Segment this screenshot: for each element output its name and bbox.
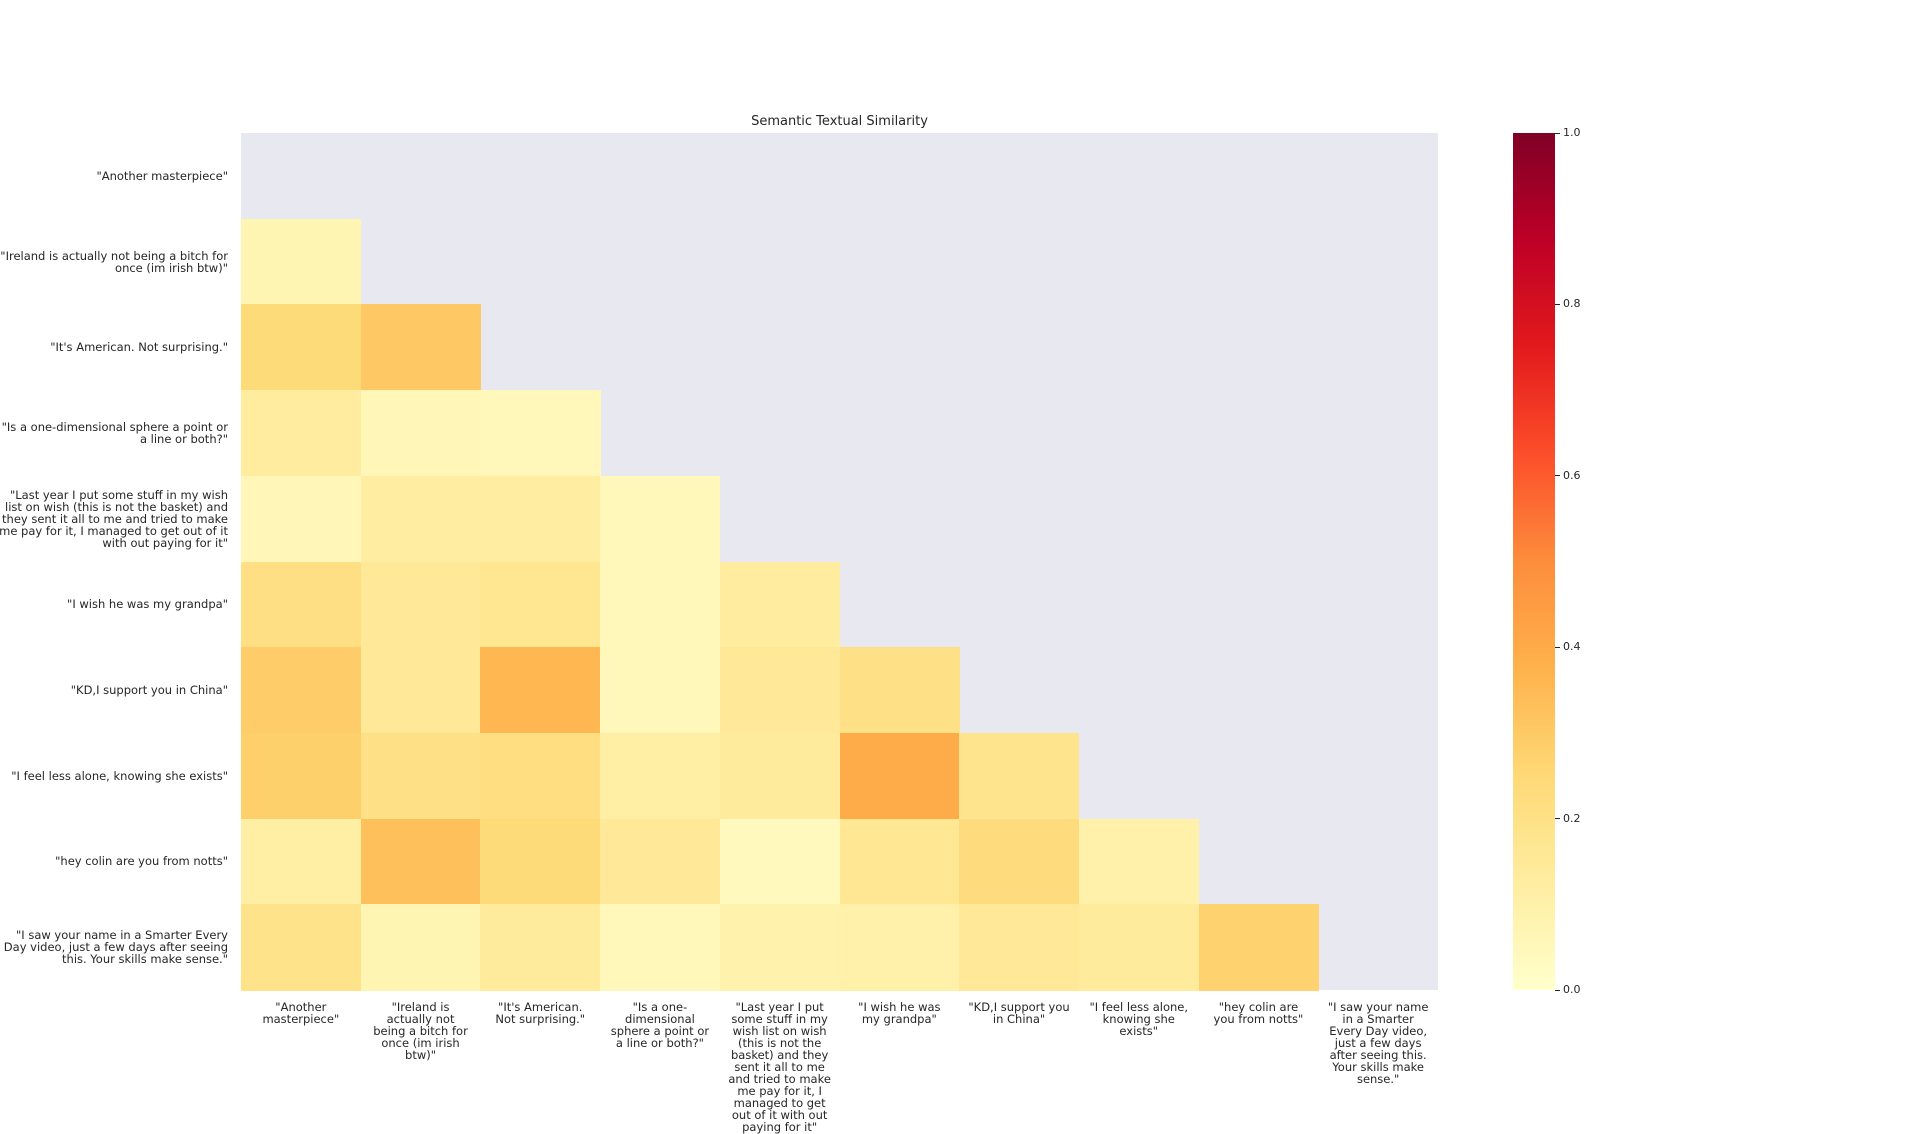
cell-r5-c0 bbox=[241, 561, 362, 648]
cell-r7-c6 bbox=[959, 732, 1080, 820]
colorbar-tick-3 bbox=[1555, 475, 1560, 477]
cell-r3-c2 bbox=[480, 390, 601, 477]
y-tick-label-7: "I feel less alone, knowing she exists" bbox=[11, 768, 228, 783]
cell-r7-c1 bbox=[360, 732, 481, 820]
colorbar-tick-4 bbox=[1555, 303, 1560, 305]
cell-r5-c1 bbox=[360, 561, 481, 648]
cell-r8-c4 bbox=[719, 818, 841, 905]
cell-r9-c4 bbox=[719, 904, 841, 991]
cell-r9-c2 bbox=[480, 904, 601, 991]
colorbar-tick-label-1: 0.2 bbox=[1563, 811, 1581, 825]
chart-title: Semantic Textual Similarity bbox=[751, 114, 928, 129]
cell-r8-c3 bbox=[600, 818, 721, 905]
x-tick-label-0: "Another masterpiece" bbox=[262, 1000, 340, 1026]
y-tick-label-1: "Ireland is actually not being a bitch f… bbox=[0, 248, 228, 275]
x-tick-label-2: "It's American. Not surprising." bbox=[495, 1000, 586, 1026]
cell-r5-c2 bbox=[480, 561, 601, 648]
cell-r9-c3 bbox=[600, 904, 721, 991]
cell-r6-c4 bbox=[719, 647, 841, 734]
cell-r4-c2 bbox=[480, 475, 601, 563]
colorbar-tick-label-4: 0.8 bbox=[1563, 297, 1581, 311]
cell-r7-c3 bbox=[600, 732, 721, 820]
colorbar-tick-label-5: 1.0 bbox=[1563, 126, 1581, 139]
cell-r1-c0 bbox=[241, 218, 362, 305]
colorbar-tick-label-0: 0.0 bbox=[1563, 983, 1581, 996]
y-tick-label-3: "Is a one-dimensional sphere a point or … bbox=[1, 419, 228, 446]
cell-r6-c1 bbox=[360, 647, 481, 734]
cell-r9-c6 bbox=[959, 904, 1080, 991]
cell-r6-c5 bbox=[839, 647, 960, 734]
y-tick-label-0: "Another masterpiece" bbox=[96, 168, 228, 183]
cell-r8-c2 bbox=[480, 818, 601, 905]
cell-r3-c0 bbox=[241, 390, 362, 477]
colorbar-tick-label-3: 0.6 bbox=[1563, 468, 1581, 482]
cell-r8-c7 bbox=[1078, 818, 1200, 905]
cell-r7-c0 bbox=[241, 732, 362, 820]
cell-r7-c4 bbox=[719, 732, 841, 820]
cell-r8-c5 bbox=[839, 818, 960, 905]
colorbar-tick-5 bbox=[1555, 132, 1560, 134]
colorbar-tick-0 bbox=[1555, 989, 1560, 991]
y-tick-label-4: "Last year I put some stuff in my wish l… bbox=[0, 487, 228, 550]
cell-r6-c0 bbox=[241, 647, 362, 734]
y-tick-label-2: "It's American. Not surprising." bbox=[50, 340, 228, 355]
cell-r5-c3 bbox=[600, 561, 721, 648]
cell-r2-c1 bbox=[360, 304, 481, 391]
heatmap-figure: Semantic Textual Similarity "Another mas… bbox=[0, 114, 1581, 1133]
x-tick-label-6: "KD,I support you in China" bbox=[968, 1000, 1070, 1026]
cell-r2-c0 bbox=[241, 304, 362, 391]
x-tick-label-1: "Ireland is actually not being a bitch f… bbox=[373, 1000, 468, 1062]
x-tick-label-5: "I wish he was my grandpa" bbox=[858, 1000, 941, 1026]
cell-r4-c0 bbox=[241, 475, 362, 563]
colorbar bbox=[1513, 133, 1555, 990]
cell-r9-c7 bbox=[1078, 904, 1200, 991]
y-tick-label-6: "KD,I support you in China" bbox=[70, 683, 228, 698]
y-tick-label-9: "I saw your name in a Smarter Every Day … bbox=[3, 928, 228, 967]
y-tick-label-5: "I wish he was my grandpa" bbox=[67, 597, 228, 612]
x-tick-label-7: "I feel less alone, knowing she exists" bbox=[1089, 1000, 1189, 1038]
cell-r4-c1 bbox=[360, 475, 481, 563]
cell-r9-c8 bbox=[1198, 904, 1319, 991]
cell-r6-c3 bbox=[600, 647, 721, 734]
colorbar-tick-2 bbox=[1555, 646, 1560, 648]
cell-r9-c1 bbox=[360, 904, 481, 991]
x-tick-label-9: "I saw your name in a Smarter Every Day … bbox=[1327, 1000, 1429, 1086]
cell-r7-c5 bbox=[839, 732, 960, 820]
colorbar-tick-1 bbox=[1555, 818, 1560, 820]
y-tick-label-8: "hey colin are you from notts" bbox=[55, 854, 228, 869]
cell-r4-c3 bbox=[600, 475, 721, 563]
cell-r8-c0 bbox=[241, 818, 362, 905]
cell-r8-c6 bbox=[959, 818, 1080, 905]
cell-r6-c2 bbox=[480, 647, 601, 734]
cell-r9-c5 bbox=[839, 904, 960, 991]
x-tick-label-8: "hey colin are you from notts" bbox=[1213, 1000, 1304, 1026]
colorbar-tick-label-2: 0.4 bbox=[1563, 640, 1581, 654]
cell-r7-c2 bbox=[480, 732, 601, 820]
cell-r8-c1 bbox=[360, 818, 481, 905]
cell-r9-c0 bbox=[241, 904, 362, 991]
cell-r3-c1 bbox=[360, 390, 481, 477]
x-tick-label-3: "Is a one-dimensional sphere a point or … bbox=[610, 1000, 710, 1050]
cell-r5-c4 bbox=[719, 561, 841, 648]
x-tick-label-4: "Last year I put some stuff in my wish l… bbox=[728, 1000, 831, 1134]
